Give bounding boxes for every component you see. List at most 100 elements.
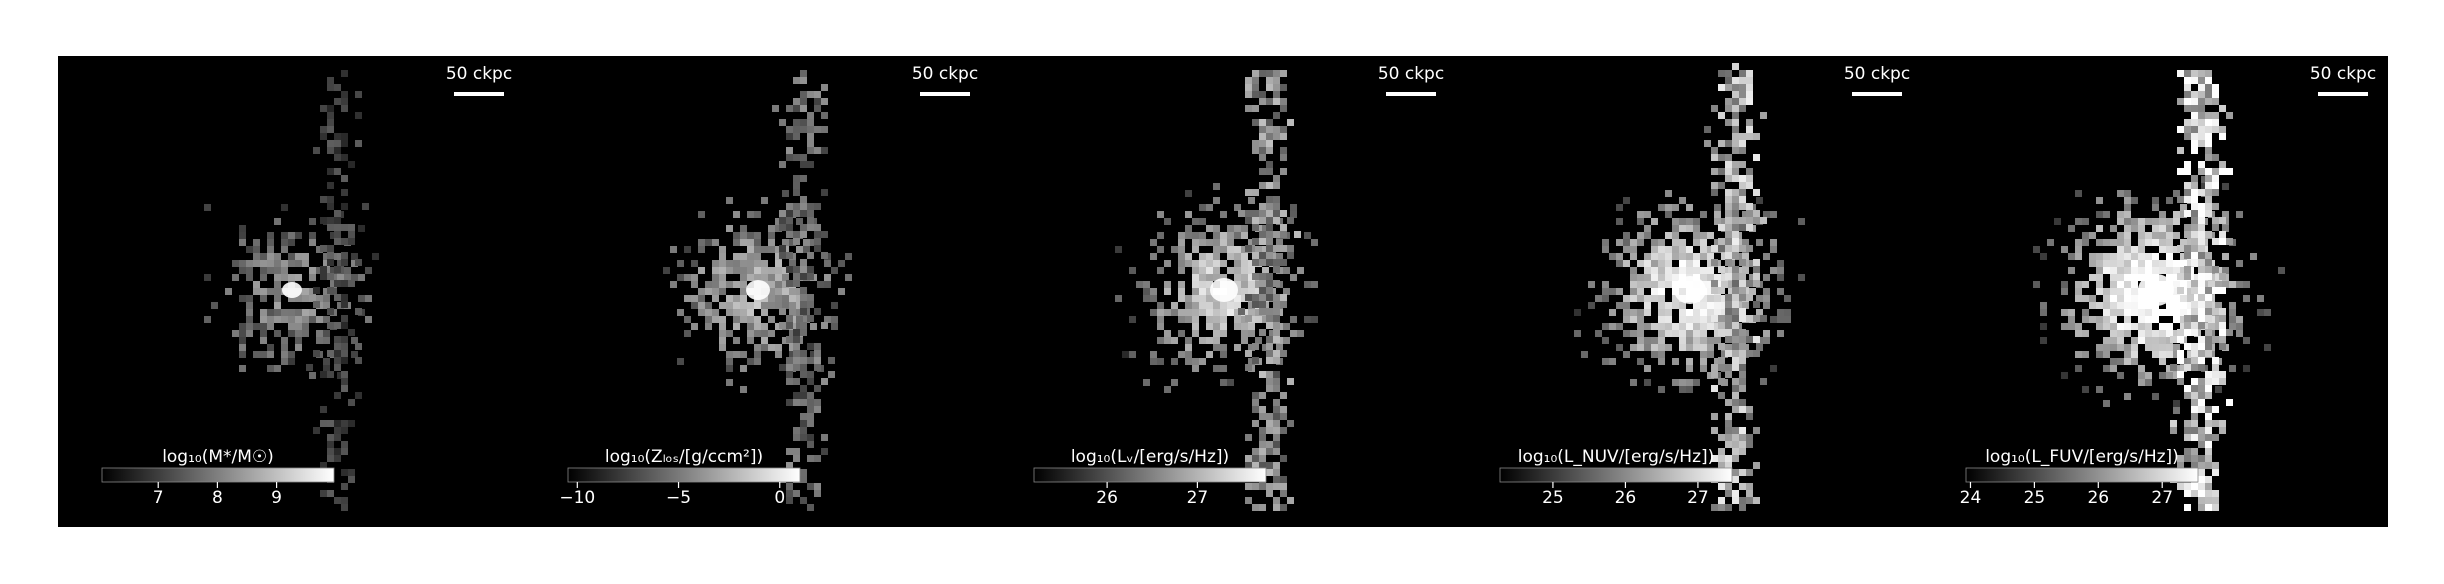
pixel xyxy=(1644,211,1651,218)
pixel xyxy=(2096,288,2103,295)
pixel xyxy=(2198,140,2205,147)
pixel xyxy=(1739,70,1746,77)
pixel xyxy=(2138,337,2145,344)
pixel xyxy=(1718,483,1725,490)
pixel xyxy=(1732,238,1739,245)
pixel xyxy=(1746,182,1753,189)
pixel xyxy=(323,253,330,260)
pixel xyxy=(2068,309,2075,316)
pixel xyxy=(1199,274,1206,281)
pixel xyxy=(1252,91,1259,98)
pixel xyxy=(1234,295,1241,302)
pixel xyxy=(2110,358,2117,365)
pixel xyxy=(1227,302,1234,309)
pixel xyxy=(698,309,705,316)
pixel xyxy=(288,239,295,246)
pixel xyxy=(2110,239,2117,246)
pixel xyxy=(358,225,365,232)
pixel xyxy=(327,350,334,357)
pixel xyxy=(705,302,712,309)
colorbar-tick-label: 24 xyxy=(1960,488,1982,508)
pixel xyxy=(1777,316,1784,323)
pixel xyxy=(246,316,253,323)
pixel xyxy=(2198,357,2205,364)
pixel xyxy=(800,497,807,504)
pixel xyxy=(341,441,348,448)
pixel xyxy=(786,315,793,322)
pixel xyxy=(2194,274,2201,281)
pixel xyxy=(800,105,807,112)
pixel xyxy=(1721,351,1728,358)
pixel xyxy=(1686,253,1693,260)
pixel xyxy=(1259,119,1266,126)
pixel xyxy=(1199,239,1206,246)
pixel xyxy=(2152,330,2159,337)
pixel xyxy=(1739,385,1746,392)
pixel xyxy=(2184,189,2191,196)
pixel xyxy=(295,232,302,239)
pixel xyxy=(1693,302,1700,309)
pixel xyxy=(1679,379,1686,386)
pixel xyxy=(341,350,348,357)
pixel xyxy=(2191,147,2198,154)
pixel xyxy=(1756,197,1763,204)
pixel xyxy=(814,455,821,462)
pixel xyxy=(327,273,334,280)
pixel xyxy=(1280,154,1287,161)
pixel xyxy=(2187,358,2194,365)
pixel xyxy=(351,337,358,344)
pixel xyxy=(2212,119,2219,126)
pixel xyxy=(2184,126,2191,133)
pixel xyxy=(2219,329,2226,336)
pixel xyxy=(2212,238,2219,245)
pixel xyxy=(821,378,828,385)
pixel xyxy=(334,294,341,301)
pixel xyxy=(2166,225,2173,232)
pixel xyxy=(1718,182,1725,189)
pixel xyxy=(334,231,341,238)
pixel xyxy=(786,252,793,259)
pixel xyxy=(1220,232,1227,239)
pixel xyxy=(800,371,807,378)
pixel xyxy=(1266,259,1273,266)
pixel xyxy=(2198,84,2205,91)
pixel xyxy=(1311,316,1318,323)
pixel xyxy=(1718,224,1725,231)
pixel xyxy=(2198,133,2205,140)
pixel xyxy=(2205,336,2212,343)
pixel xyxy=(2191,175,2198,182)
scalebar-label: 50 ckpc xyxy=(2310,64,2376,84)
pixel xyxy=(1252,448,1259,455)
pixel xyxy=(807,126,814,133)
colorbar-tick-label: 8 xyxy=(212,488,223,508)
pixel xyxy=(740,302,747,309)
pixel xyxy=(1686,365,1693,372)
pixel xyxy=(2124,239,2131,246)
pixel xyxy=(824,316,831,323)
pixel xyxy=(2145,330,2152,337)
pixel xyxy=(2219,336,2226,343)
pixel xyxy=(2212,112,2219,119)
pixel xyxy=(1700,267,1707,274)
pixel xyxy=(782,302,789,309)
pixel xyxy=(768,274,775,281)
pixel xyxy=(1213,239,1220,246)
pixel xyxy=(807,434,814,441)
pixel xyxy=(712,288,719,295)
pixel xyxy=(246,274,253,281)
pixel xyxy=(2159,330,2166,337)
pixel xyxy=(1248,274,1255,281)
pixel xyxy=(2205,133,2212,140)
pixel xyxy=(1157,309,1164,316)
pixel xyxy=(814,364,821,371)
pixel xyxy=(800,224,807,231)
pixel xyxy=(1266,343,1273,350)
pixel xyxy=(348,231,355,238)
pixel xyxy=(1273,406,1280,413)
pixel xyxy=(281,344,288,351)
pixel xyxy=(779,322,786,329)
pixel xyxy=(2198,476,2205,483)
pixel xyxy=(2184,105,2191,112)
